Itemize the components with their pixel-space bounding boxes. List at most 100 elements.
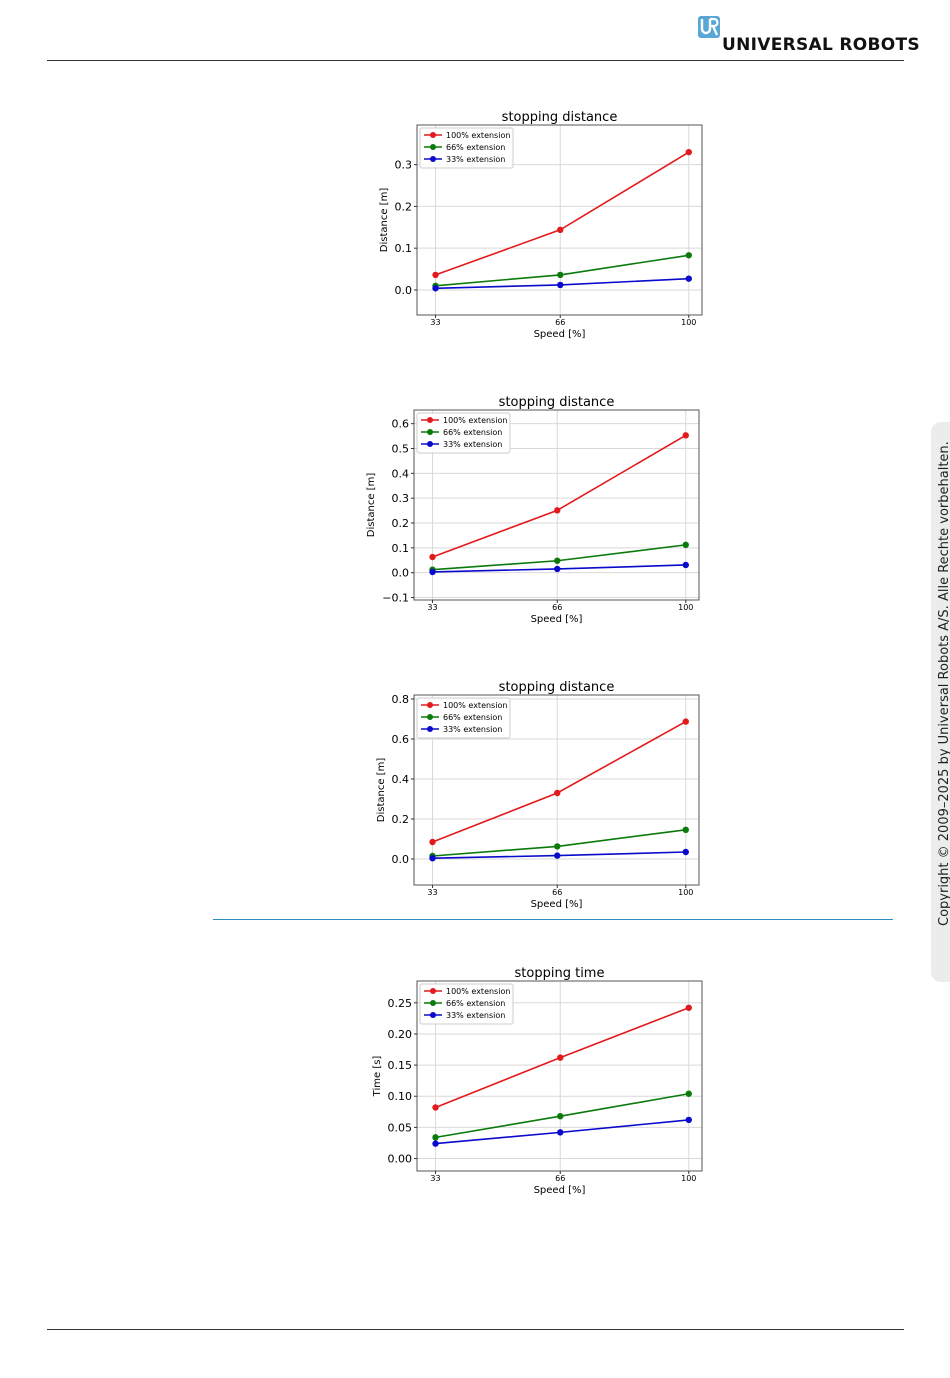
data-point: [685, 275, 692, 282]
x-tick-label: 66: [555, 1174, 565, 1183]
data-point: [685, 1004, 692, 1011]
data-point: [682, 848, 689, 856]
y-tick-label: 0.4: [392, 773, 410, 786]
legend-marker: [427, 702, 433, 708]
y-tick-label: 0.1: [392, 542, 410, 555]
y-tick-label: 0.3: [392, 492, 410, 505]
y-tick-label: 0.25: [388, 997, 413, 1010]
section-divider: [213, 919, 893, 920]
data-point: [554, 789, 561, 797]
y-tick-label: 0.0: [392, 853, 410, 866]
chart-title: stopping time: [515, 966, 605, 981]
brand-name: UNIVERSAL ROBOTS: [722, 35, 920, 55]
data-point: [685, 1090, 692, 1097]
data-point: [557, 1054, 564, 1061]
legend-marker: [430, 1012, 436, 1018]
copyright-tab: [931, 422, 950, 982]
data-point: [554, 852, 561, 859]
x-tick-label: 100: [681, 318, 696, 327]
data-point: [682, 826, 689, 833]
data-point: [682, 541, 689, 549]
data-point: [429, 568, 436, 576]
data-point: [554, 565, 561, 573]
y-tick-label: 0.8: [392, 693, 410, 706]
legend-label: 33% extension: [443, 440, 502, 449]
x-tick-label: 100: [681, 1174, 696, 1183]
x-axis-label: Speed [%]: [531, 899, 583, 910]
data-point: [557, 271, 564, 279]
data-point: [432, 285, 439, 292]
x-tick-label: 100: [678, 603, 693, 612]
y-tick-label: 0.20: [388, 1028, 413, 1041]
legend-label: 100% extension: [443, 416, 507, 425]
y-axis-label: Distance [m]: [379, 188, 390, 253]
legend-box: [416, 412, 511, 454]
data-point: [432, 1140, 439, 1147]
legend-marker: [430, 132, 436, 138]
data-point: [432, 271, 439, 279]
y-tick-label: 0.2: [392, 813, 410, 826]
legend-label: 33% extension: [446, 155, 505, 164]
data-point: [682, 432, 689, 439]
y-axis-label: Distance [m]: [376, 758, 387, 823]
plot-frame: [413, 409, 700, 601]
x-tick-label: 33: [427, 888, 437, 897]
plot-frame: [413, 694, 700, 886]
data-point: [554, 557, 561, 564]
y-axis-label: Time [s]: [372, 1056, 383, 1098]
y-tick-label: 0.1: [395, 242, 413, 255]
legend-label: 33% extension: [443, 725, 502, 734]
data-point: [682, 561, 689, 569]
universal-robots-logo: UNIVERSAL ROBOTS: [698, 16, 920, 56]
y-tick-label: 0.10: [388, 1090, 413, 1103]
data-point: [554, 507, 561, 514]
legend-marker: [427, 441, 433, 447]
data-point: [685, 252, 692, 259]
header-rule: [47, 60, 904, 61]
y-tick-label: 0.6: [392, 418, 410, 431]
data-point: [432, 1134, 439, 1141]
x-tick-label: 100: [678, 888, 693, 897]
legend-marker: [427, 429, 433, 435]
data-point: [554, 843, 561, 850]
y-tick-label: 0.4: [392, 467, 410, 480]
data-point: [682, 718, 689, 725]
legend-marker: [430, 156, 436, 162]
legend-box: [419, 983, 514, 1025]
x-axis-label: Speed [%]: [534, 329, 586, 340]
legend-label: 66% extension: [443, 428, 502, 437]
x-axis-label: Speed [%]: [534, 1185, 586, 1196]
data-point: [685, 1116, 692, 1124]
legend-box: [416, 697, 511, 739]
x-tick-label: 66: [555, 318, 565, 327]
x-tick-label: 66: [552, 888, 562, 897]
legend-label: 100% extension: [446, 987, 510, 996]
data-point: [557, 1112, 564, 1120]
x-tick-label: 33: [430, 1174, 440, 1183]
x-tick-label: 33: [427, 603, 437, 612]
data-point: [432, 1104, 439, 1111]
y-tick-label: −0.1: [382, 592, 409, 605]
data-point: [429, 855, 436, 862]
legend-label: 66% extension: [443, 713, 502, 722]
data-point: [557, 1129, 564, 1136]
y-tick-label: 0.15: [388, 1059, 413, 1072]
legend-label: 66% extension: [446, 143, 505, 152]
plot-frame: [416, 980, 703, 1172]
y-tick-label: 0.05: [388, 1121, 413, 1134]
chart-title: stopping distance: [499, 680, 615, 695]
data-point: [557, 281, 564, 289]
legend-label: 100% extension: [446, 131, 510, 140]
x-tick-label: 66: [552, 603, 562, 612]
data-point: [685, 148, 692, 156]
legend-label: 66% extension: [446, 999, 505, 1008]
y-tick-label: 0.5: [392, 442, 410, 455]
y-tick-label: 0.0: [392, 567, 410, 580]
y-tick-label: 0.00: [388, 1153, 413, 1166]
footer-rule: [47, 1329, 904, 1330]
chart-title: stopping distance: [499, 395, 615, 410]
y-tick-label: 0.3: [395, 159, 413, 172]
